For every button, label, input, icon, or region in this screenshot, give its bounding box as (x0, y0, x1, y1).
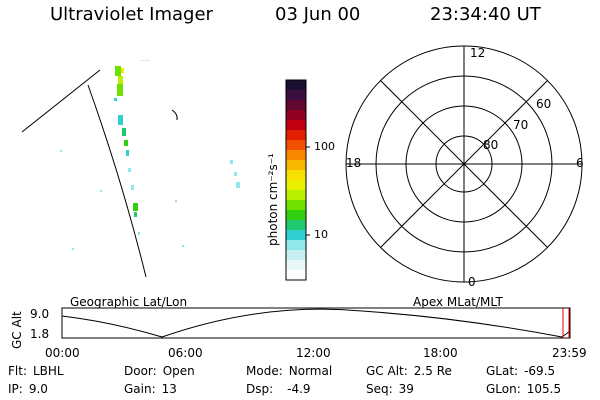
ip-label: IP: (8, 382, 23, 396)
dsp-label: Dsp: (246, 382, 274, 396)
colorbar-segment (286, 190, 306, 201)
info-door: Door: Open (124, 364, 195, 378)
colorbar-tick-label-100: 100 (314, 140, 335, 153)
door-label: Door: (124, 364, 157, 378)
alt-tick-1-8: 1.8 (30, 327, 50, 341)
colorbar-segment (286, 240, 306, 251)
mode-label: Mode: (246, 364, 283, 378)
info-dsp: Dsp: -4.9 (246, 382, 311, 396)
info-glon: GLon: 105.5 (486, 382, 561, 396)
colorbar-segment (286, 120, 306, 131)
colorbar-segment (286, 220, 306, 231)
colorbar-segment (286, 80, 306, 91)
polar-grid (345, 45, 583, 283)
gain-value: 13 (161, 382, 177, 396)
gc-alt-label: GC Alt: (366, 364, 408, 378)
polar-diagonal-2 (380, 80, 548, 248)
ip-value: 9.0 (28, 382, 48, 396)
colorbar-segment (286, 160, 306, 171)
mlt-label-6: 6 (576, 156, 584, 170)
time-tick-2359: 23:59 (552, 346, 587, 360)
time-tick-0600: 06:00 (168, 346, 203, 360)
seq-label: Seq: (366, 382, 393, 396)
colorbar (286, 80, 306, 281)
info-gc-alt: GC Alt: 2.5 Re (366, 364, 452, 378)
dsp-value: -4.9 (287, 382, 311, 396)
mlt-label-18: 18 (346, 156, 362, 170)
mlat-label-60: 60 (536, 97, 552, 111)
info-ip: IP: 9.0 (8, 382, 48, 396)
colorbar-segment (286, 210, 306, 221)
info-seq: Seq: 39 (366, 382, 414, 396)
time-tick-0000: 00:00 (45, 346, 80, 360)
filter-value: LBHL (32, 364, 64, 378)
info-glat: GLat: -69.5 (486, 364, 555, 378)
colorbar-segment (286, 140, 306, 151)
info-mode: Mode: Normal (246, 364, 332, 378)
glat-value: -69.5 (524, 364, 556, 378)
colorbar-segment (286, 180, 306, 191)
time-tick-1200: 12:00 (296, 346, 331, 360)
door-value: Open (162, 364, 195, 378)
info-gain: Gain: 13 (124, 382, 177, 396)
mode-value: Normal (288, 364, 333, 378)
colorbar-segment (286, 230, 306, 241)
colorbar-frame (285, 79, 307, 281)
colorbar-segment (286, 250, 306, 261)
seq-value: 39 (398, 382, 414, 396)
colorbar-segment (286, 150, 306, 161)
colorbar-segment (286, 260, 306, 271)
mlat-label-80: 80 (483, 138, 499, 152)
glat-label: GLat: (486, 364, 519, 378)
latitude-boundary-line (21, 69, 101, 133)
time-title: 23:34:40 UT (430, 4, 541, 25)
terminator-curve (87, 84, 147, 278)
colorbar-segment (286, 90, 306, 101)
gc-alt-value: 2.5 Re (413, 364, 452, 378)
gc-alt-axis-label: GC Alt (10, 311, 24, 349)
glon-label: GLon: (486, 382, 521, 396)
colorbar-segment (286, 100, 306, 111)
coastline-fragment (171, 109, 178, 121)
colorbar-segment (286, 200, 306, 211)
colorbar-segment (286, 270, 306, 281)
mlt-label-0: 0 (468, 275, 476, 289)
colorbar-segment (286, 130, 306, 141)
geographic-frame-label: Geographic Lat/Lon (70, 295, 188, 309)
colorbar-segment (286, 170, 306, 181)
auroral-emission-spots (60, 60, 240, 250)
colorbar-segment (286, 110, 306, 121)
colorbar-tick-label-10: 10 (314, 228, 328, 241)
orbit-plot-frame (61, 307, 571, 339)
mlt-label-12: 12 (470, 46, 486, 60)
alt-tick-9-0: 9.0 (30, 307, 50, 321)
mlat-label-70: 70 (513, 118, 529, 132)
gain-label: Gain: (124, 382, 156, 396)
filter-label: Flt: (8, 364, 27, 378)
orbit-altitude-curve (61, 308, 571, 338)
glon-value: 105.5 (526, 382, 562, 396)
time-tick-1800: 18:00 (423, 346, 458, 360)
colorbar-unit-label: photon cm⁻²s⁻¹ (266, 153, 280, 246)
apex-frame-label: Apex MLat/MLT (413, 295, 503, 309)
date-title: 03 Jun 00 (275, 4, 361, 25)
instrument-title: Ultraviolet Imager (50, 4, 213, 25)
info-filter: Flt: LBHL (8, 364, 64, 378)
